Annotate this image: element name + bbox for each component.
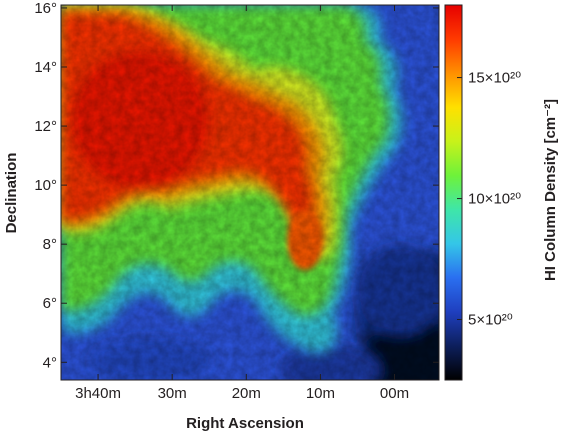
y-tick-label: 16°: [34, 0, 57, 17]
y-tick-label: 4°: [43, 354, 57, 371]
y-tick-label: 10°: [34, 177, 57, 194]
x-tick-label: 10m: [306, 385, 335, 402]
y-tick-label: 6°: [43, 295, 57, 312]
colorbar-tick-label: 10×10²⁰: [468, 191, 521, 208]
x-tick-label: 30m: [158, 385, 187, 402]
x-axis: 3h40m 30m 20m 10m 00m: [75, 5, 409, 402]
colorbar-tick-label: 15×10²⁰: [468, 70, 521, 87]
colorbar: [444, 4, 463, 381]
x-tick-label: 00m: [380, 385, 409, 402]
y-tick-label: 12°: [34, 118, 57, 135]
heatmap-image: [61, 5, 439, 380]
y-tick-label: 14°: [34, 59, 57, 76]
x-tick-label: 20m: [232, 385, 261, 402]
colorbar-ticks: 5×10²⁰ 10×10²⁰ 15×10²⁰: [457, 70, 521, 329]
x-tick-label: 3h40m: [75, 385, 121, 402]
y-axis-title: Declination: [3, 153, 20, 234]
y-axis: 4° 6° 8° 10° 12° 14° 16°: [34, 0, 439, 371]
colorbar-tick-label: 5×10²⁰: [468, 312, 513, 329]
colorbar-title: HI Column Density [cm⁻²]: [542, 99, 559, 281]
plot-frame: [60, 4, 440, 381]
y-tick-label: 8°: [43, 236, 57, 253]
x-axis-title: Right Ascension: [186, 415, 304, 432]
